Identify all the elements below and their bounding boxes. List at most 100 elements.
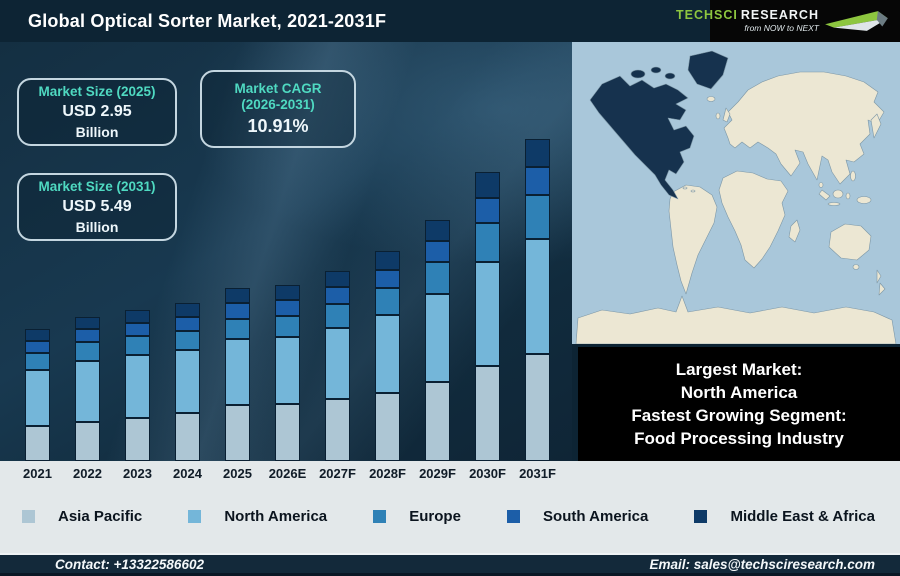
bar-2027f — [325, 271, 350, 461]
legend-swatch-asia-pacific — [22, 509, 35, 523]
bar-segment-europe — [475, 222, 500, 262]
footer-bar: Contact: +13322586602 Email: sales@techs… — [0, 553, 900, 576]
island-java — [827, 202, 841, 206]
island-sri-lanka — [818, 182, 824, 188]
bar-2022 — [75, 317, 100, 461]
stat-title: Market Size (2031) — [38, 179, 156, 195]
stat-title-line1: Market CAGR — [234, 81, 322, 97]
bar-segment-europe — [225, 319, 250, 339]
bar-segment-asia-pacific — [325, 399, 350, 461]
bar-segment-asia-pacific — [25, 426, 50, 461]
chart-panel: Market Size (2025) USD 2.95 Billion Mark… — [0, 42, 572, 461]
bar-segment-europe — [375, 287, 400, 316]
x-axis-label-2023: 2023 — [123, 466, 152, 481]
bar-2026e — [275, 285, 300, 461]
bar-segment-europe — [25, 353, 50, 370]
callout-line-4: Food Processing Industry — [634, 429, 844, 448]
bar-segment-north-america — [525, 239, 550, 355]
bar-segment-south-america — [325, 287, 350, 305]
bar-segment-europe — [425, 262, 450, 294]
island-iceland — [706, 96, 716, 102]
legend-swatch-south-america — [507, 509, 521, 523]
legend-item-south-america: South America — [507, 508, 648, 525]
callout-line-2: North America — [680, 383, 798, 402]
island-japan — [870, 113, 882, 139]
callout-box: Largest Market: North America Fastest Gr… — [578, 347, 900, 461]
x-axis-labels: 2021 2022 2023 2024 2025 2026E 2027F 2028F 2029F… — [0, 466, 572, 484]
bar-segment-north-america — [425, 293, 450, 382]
x-axis-label-2026e: 2026E — [268, 466, 307, 481]
island-philippines — [850, 170, 856, 182]
bar-segment-south-america — [125, 322, 150, 337]
x-axis-label-2029f: 2029F — [419, 466, 456, 481]
stat-unit: Billion — [75, 218, 119, 235]
bar-segment-asia-pacific — [375, 392, 400, 461]
legend-item-north-america: North America — [188, 508, 327, 525]
island-ireland — [715, 112, 721, 120]
bar-segment-middle-east-africa — [375, 251, 400, 270]
right-panel: Largest Market: North America Fastest Gr… — [572, 42, 900, 461]
x-axis-label-2028f: 2028F — [369, 466, 406, 481]
bar-segment-asia-pacific — [275, 404, 300, 461]
bar-segment-south-america — [25, 340, 50, 354]
bar-segment-europe — [275, 316, 300, 338]
bar-segment-north-america — [325, 327, 350, 400]
bar-segment-middle-east-africa — [475, 172, 500, 198]
stat-title: Market CAGR (2026-2031) — [234, 81, 321, 112]
bar-segment-asia-pacific — [75, 421, 100, 461]
island-new-zealand-south — [878, 282, 886, 296]
bar-segment-middle-east-africa — [275, 285, 300, 301]
page-title: Global Optical Sorter Market, 2021-2031F — [28, 10, 387, 31]
region-australia — [828, 223, 872, 261]
axis-legend-band: 2021 2022 2023 2024 2025 2026E 2027F 2028F 2029F… — [0, 461, 900, 553]
legend-swatch-middle-east-africa — [694, 509, 708, 523]
bar-2025 — [225, 288, 250, 461]
bar-segment-middle-east-africa — [175, 303, 200, 317]
stat-card-market-size-2025: Market Size (2025) USD 2.95 Billion — [17, 78, 177, 146]
bar-segment-south-america — [525, 167, 550, 196]
region-eurasia — [723, 71, 885, 185]
island-new-guinea — [856, 196, 872, 204]
legend-label-north-america: North America — [224, 507, 328, 525]
bar-segment-asia-pacific — [125, 418, 150, 461]
bar-segment-north-america — [25, 369, 50, 427]
bar-segment-north-america — [225, 338, 250, 406]
bar-segment-asia-pacific — [475, 365, 500, 461]
stat-card-market-cagr: Market CAGR (2026-2031) 10.91% — [200, 70, 356, 148]
bar-segment-south-america — [275, 300, 300, 317]
x-axis-label-2024: 2024 — [173, 466, 202, 481]
island-new-zealand-north — [876, 269, 882, 284]
bar-segment-north-america — [475, 261, 500, 366]
legend-item-europe: Europe — [373, 508, 461, 525]
region-antarctica — [575, 295, 897, 345]
bar-segment-asia-pacific — [425, 381, 450, 461]
brand-logo-text: TechSci Research from NOW to NEXT — [676, 9, 819, 32]
legend-label-south-america: South America — [543, 507, 649, 525]
bar-2021 — [25, 329, 50, 461]
legend-label-europe: Europe — [409, 507, 461, 525]
footer-contact: Contact: +13322586602 — [55, 556, 204, 572]
island-sulawesi — [845, 192, 851, 200]
bar-segment-middle-east-africa — [25, 329, 50, 341]
bar-segment-north-america — [125, 355, 150, 419]
bar-segment-middle-east-africa — [525, 139, 550, 168]
region-greenland — [687, 50, 729, 90]
legend-item-asia-pacific: Asia Pacific — [22, 508, 142, 525]
bar-segment-asia-pacific — [175, 412, 200, 461]
arrow-icon — [825, 11, 888, 31]
brand-logo: TechSci Research from NOW to NEXT — [676, 0, 900, 42]
legend-item-middle-east-africa: Middle East & Africa — [694, 508, 875, 525]
legend-swatch-north-america — [188, 509, 202, 523]
bar-segment-middle-east-africa — [125, 310, 150, 323]
bar-2028f — [375, 251, 400, 461]
callout-line-1: Largest Market: — [675, 360, 803, 379]
stat-unit: Billion — [75, 123, 119, 140]
region-africa — [718, 170, 789, 269]
main-area: Market Size (2025) USD 2.95 Billion Mark… — [0, 42, 900, 461]
bar-segment-asia-pacific — [225, 405, 250, 461]
world-map — [572, 42, 900, 345]
bar-segment-north-america — [275, 337, 300, 405]
legend-label-asia-pacific: Asia Pacific — [58, 507, 143, 525]
bar-segment-middle-east-africa — [75, 317, 100, 330]
